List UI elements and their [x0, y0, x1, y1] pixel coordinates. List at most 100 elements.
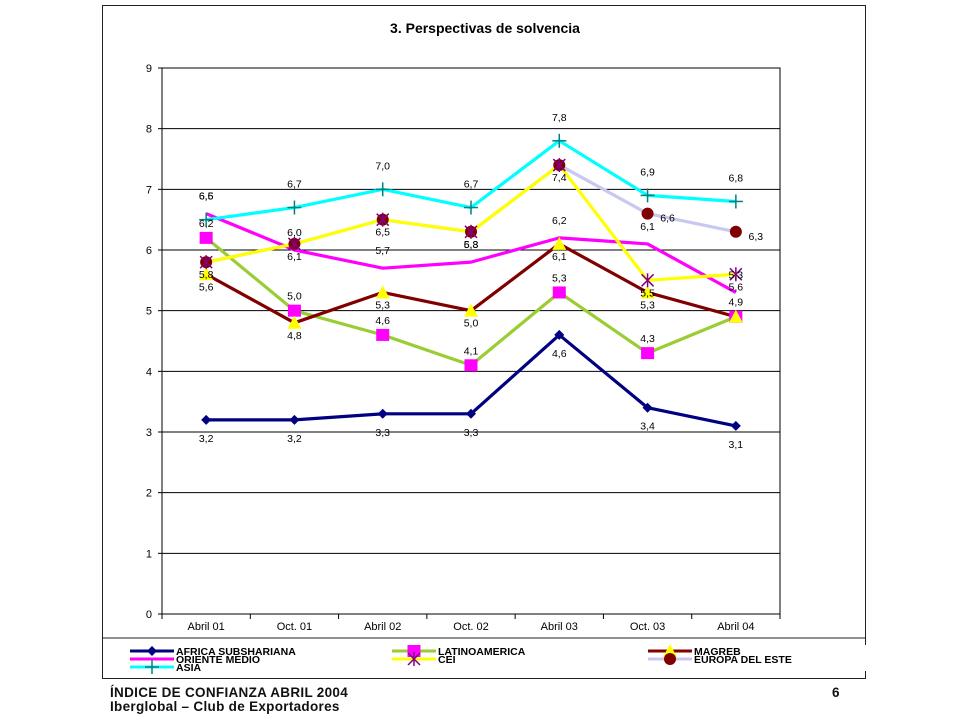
legend-label: MAGREB [694, 646, 741, 658]
data-label: 4,9 [729, 297, 744, 309]
data-point [552, 158, 566, 173]
footer-title: ÍNDICE DE CONFIANZA ABRIL 2004 [110, 685, 349, 700]
y-tick-label: 1 [146, 548, 152, 560]
data-label: 7,8 [552, 112, 567, 124]
x-tick-label: Oct. 03 [630, 621, 665, 633]
data-label: 5,5 [640, 287, 655, 299]
data-label: 6,0 [287, 227, 302, 239]
data-label: 6,3 [464, 239, 479, 251]
data-point [407, 645, 421, 657]
data-label: 3,4 [640, 421, 655, 433]
y-tick-label: 2 [146, 488, 152, 500]
data-point [640, 285, 655, 299]
data-point [641, 207, 654, 220]
data-label: 6,9 [640, 166, 655, 178]
axes: 0 1 2 3 4 5 6 7 8 9 Abril 01 Oct. 01 Abril 02 Oct. 02… [146, 63, 781, 633]
data-label: 5,8 [199, 269, 214, 281]
data-label: 6,5 [199, 191, 214, 203]
data-label: 4,1 [464, 345, 479, 357]
data-labels: 3,2 3,2 3,3 3,3 4,6 3,4 3,1 6,2 5,0 4,6 4,1 5,3 4,3 4… [199, 112, 763, 451]
data-point [464, 224, 478, 239]
y-tick-label: 5 [146, 306, 152, 318]
data-label: 3,3 [375, 427, 390, 439]
data-label: 6,2 [552, 215, 567, 227]
data-label: 6,3 [749, 231, 764, 243]
data-label: 6,7 [287, 179, 302, 191]
data-label: 5,7 [375, 245, 390, 257]
data-label: 4,3 [640, 333, 655, 345]
data-label: 5,3 [729, 269, 744, 281]
x-tick-label: Abril 04 [717, 621, 754, 633]
data-label: 7,0 [375, 160, 390, 172]
legend-label: ORIENTE MEDIO [176, 654, 260, 666]
data-label: 4,6 [375, 315, 390, 327]
data-point [729, 267, 743, 282]
page-number: 6 [832, 685, 840, 700]
y-tick-label: 6 [146, 245, 152, 257]
data-point [289, 414, 300, 425]
data-point [552, 133, 567, 148]
data-label: 5,0 [287, 291, 302, 303]
legend-label: AFRICA SUBSHARIANA [176, 646, 296, 658]
x-tick-label: Oct. 01 [277, 621, 312, 633]
data-label: 3,1 [729, 439, 744, 451]
data-label: 6,1 [287, 251, 302, 263]
data-label: 3,2 [287, 433, 302, 445]
data-point [642, 402, 653, 413]
data-point [552, 236, 567, 250]
y-tick-label: 3 [146, 427, 152, 439]
data-point [287, 200, 302, 215]
slide-frame [102, 5, 866, 679]
data-label: 6,8 [729, 172, 744, 184]
legend-box [130, 645, 866, 671]
data-label: 5,3 [552, 272, 567, 284]
data-label: 7,4 [552, 172, 567, 184]
data-label: 6,6 [199, 191, 214, 203]
footer-subtitle: Iberglobal – Club de Exportadores [110, 699, 340, 714]
data-point [552, 286, 566, 299]
y-tick-label: 4 [146, 366, 152, 378]
data-point [728, 194, 743, 209]
data-point [287, 315, 302, 329]
data-point [376, 212, 390, 227]
data-point [728, 309, 743, 323]
data-point [287, 236, 301, 251]
data-label: 5,0 [464, 318, 479, 330]
data-point [199, 255, 213, 270]
data-point [730, 420, 741, 431]
data-point [641, 273, 655, 288]
data-label: 4,6 [552, 348, 567, 360]
data-point [147, 646, 157, 656]
data-label: 6,2 [199, 218, 214, 230]
data-point [199, 231, 213, 244]
x-tick-label: Oct. 02 [453, 621, 488, 633]
data-point [407, 652, 421, 666]
x-tick-label: Abril 01 [187, 621, 224, 633]
series-markers [199, 133, 743, 431]
data-point [664, 653, 676, 665]
data-point [199, 267, 214, 281]
data-label: 5,3 [375, 299, 390, 311]
data-point [199, 212, 214, 227]
data-point [663, 644, 677, 657]
data-point [376, 328, 390, 341]
data-label: 5,6 [199, 281, 214, 293]
data-label: 6,1 [552, 251, 567, 263]
data-label: 6,1 [640, 221, 655, 233]
data-point [375, 182, 390, 197]
data-point [145, 660, 159, 674]
data-point [729, 225, 742, 238]
x-tick-label: Abril 02 [364, 621, 401, 633]
chart-title: 3. Perspectivas de solvencia [390, 20, 580, 36]
data-point [640, 188, 655, 203]
legend: AFRICA SUBSHARIANA LATINOAMERICA MAGREB ORI… [102, 637, 866, 674]
data-point [201, 414, 212, 425]
y-tick-label: 0 [146, 609, 152, 621]
legend-label: EUROPA DEL ESTE [694, 654, 792, 666]
legend-label: CEI [438, 654, 456, 666]
data-point [554, 329, 565, 340]
y-tick-label: 9 [146, 63, 152, 75]
data-point [641, 347, 655, 360]
data-label: 3,2 [199, 433, 214, 445]
